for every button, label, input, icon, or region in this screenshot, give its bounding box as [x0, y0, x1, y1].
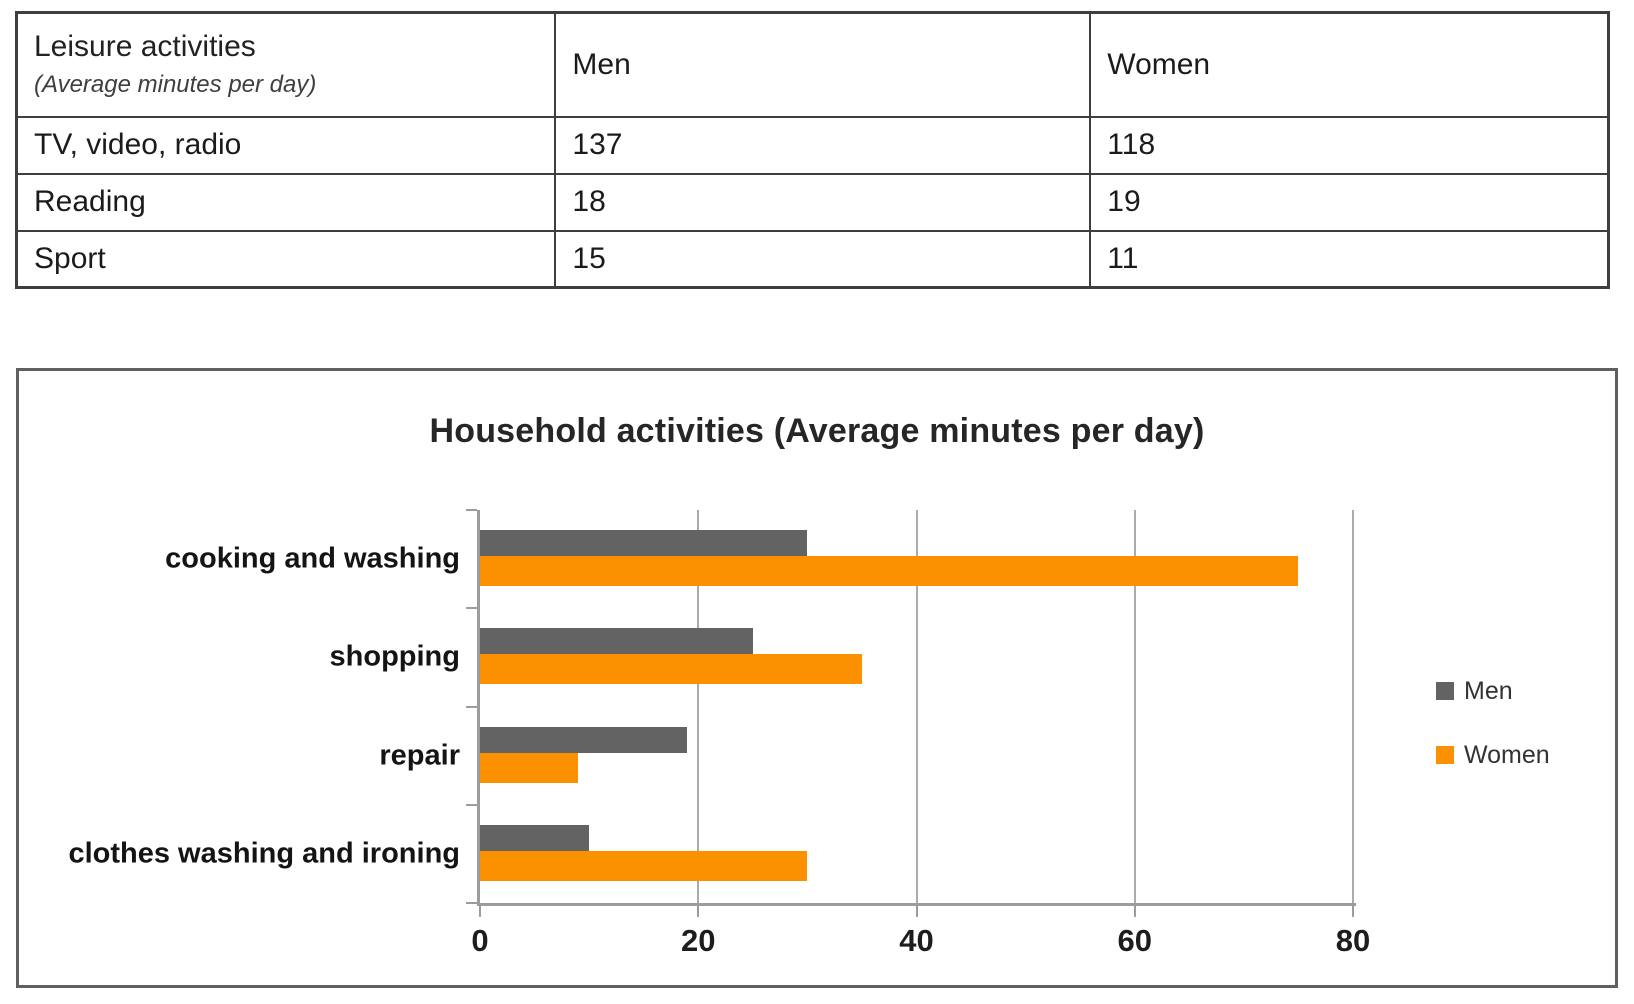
- table-header-men: Men: [554, 11, 1092, 118]
- table-header-women: Women: [1089, 11, 1610, 118]
- table-cell-activity: TV, video, radio: [15, 115, 557, 175]
- bar-men-2: [480, 726, 688, 753]
- women-legend-swatch: [1436, 746, 1454, 764]
- x-axis-labels: 0 20 40 60 80: [471, 923, 1370, 963]
- chart-legend: Men Women: [1436, 676, 1550, 806]
- bar-women-2: [480, 752, 579, 783]
- bar-men-1: [480, 628, 753, 655]
- x-axis-line: [477, 903, 1356, 906]
- table-cell-women-value: 11: [1089, 229, 1610, 289]
- x-axis-tick: [1133, 906, 1136, 917]
- x-axis-label: 40: [899, 923, 934, 958]
- y-axis-line: [477, 510, 480, 903]
- table-cell-activity: Reading: [15, 172, 557, 232]
- men-legend-swatch: [1436, 682, 1454, 700]
- y-axis-tick: [466, 607, 477, 610]
- legend-item-women: Women: [1436, 740, 1550, 769]
- table-header-row: Leisure activities (Average minutes per …: [15, 11, 1610, 118]
- y-axis-tick: [466, 509, 477, 511]
- y-axis-tick: [466, 705, 477, 708]
- category-label: cooking and washing: [165, 542, 460, 575]
- plot-area: [466, 509, 1356, 917]
- table-cell-men-value: 137: [554, 115, 1092, 175]
- y-axis-tick: [466, 803, 477, 806]
- bar-women-3: [480, 850, 808, 881]
- x-axis-tick: [915, 906, 918, 917]
- table-cell-women-value: 118: [1089, 115, 1610, 175]
- table-header-activities: Leisure activities (Average minutes per …: [15, 11, 557, 118]
- legend-item-men: Men: [1436, 676, 1550, 705]
- table-cell-men-value: 18: [554, 172, 1092, 232]
- table-row: Reading 18 19: [15, 172, 1610, 232]
- table-row: Sport 15 11: [15, 229, 1610, 289]
- x-axis-tick: [1352, 906, 1354, 917]
- legend-label-women: Women: [1464, 740, 1550, 769]
- table-cell-men-value: 15: [554, 229, 1092, 289]
- chart-title: Household activities (Average minutes pe…: [429, 412, 1205, 450]
- legend-label-men: Men: [1464, 676, 1513, 705]
- bar-women-0: [480, 556, 1299, 586]
- table-header-title: Leisure activities: [34, 30, 256, 64]
- leisure-activities-table: Leisure activities (Average minutes per …: [15, 11, 1610, 289]
- bar-men-3: [480, 824, 590, 851]
- table-cell-women-value: 19: [1089, 172, 1610, 232]
- table-header-subtitle: (Average minutes per day): [34, 71, 317, 99]
- table-row: TV, video, radio 137 118: [15, 115, 1610, 175]
- bar-women-1: [480, 654, 862, 685]
- y-axis-tick: [466, 902, 477, 904]
- category-label: clothes washing and ironing: [68, 837, 460, 870]
- table-cell-activity: Sport: [15, 229, 557, 289]
- gridline: [1133, 510, 1136, 903]
- bar-men-0: [480, 530, 808, 556]
- gridline: [1352, 510, 1354, 903]
- x-axis-tick: [697, 906, 700, 917]
- x-axis-label: 60: [1117, 923, 1152, 958]
- category-label: shopping: [329, 640, 460, 673]
- x-axis-label: 20: [681, 923, 716, 958]
- gridline: [697, 510, 700, 903]
- x-axis-tick: [479, 906, 481, 917]
- gridline: [915, 510, 918, 903]
- household-activities-chart: Household activities (Average minutes pe…: [16, 368, 1618, 988]
- category-label: repair: [379, 739, 460, 772]
- category-labels: cooking and washing shopping repair clothes…: [36, 510, 460, 903]
- x-axis-label: 80: [1335, 923, 1371, 958]
- x-axis-label: 0: [471, 923, 489, 958]
